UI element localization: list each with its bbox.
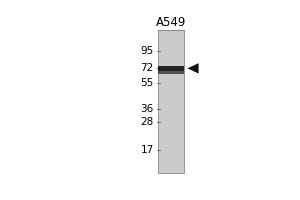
Text: 55: 55 (140, 78, 154, 88)
Polygon shape (188, 63, 199, 74)
Text: 17: 17 (140, 145, 154, 155)
Bar (158, 71, 184, 74)
Text: 95: 95 (140, 46, 154, 56)
Text: 28: 28 (140, 117, 154, 127)
Text: 72: 72 (140, 63, 154, 73)
Bar (158, 30, 184, 173)
Text: A549: A549 (156, 16, 186, 29)
Bar (158, 66, 184, 71)
Text: 36: 36 (140, 104, 154, 114)
